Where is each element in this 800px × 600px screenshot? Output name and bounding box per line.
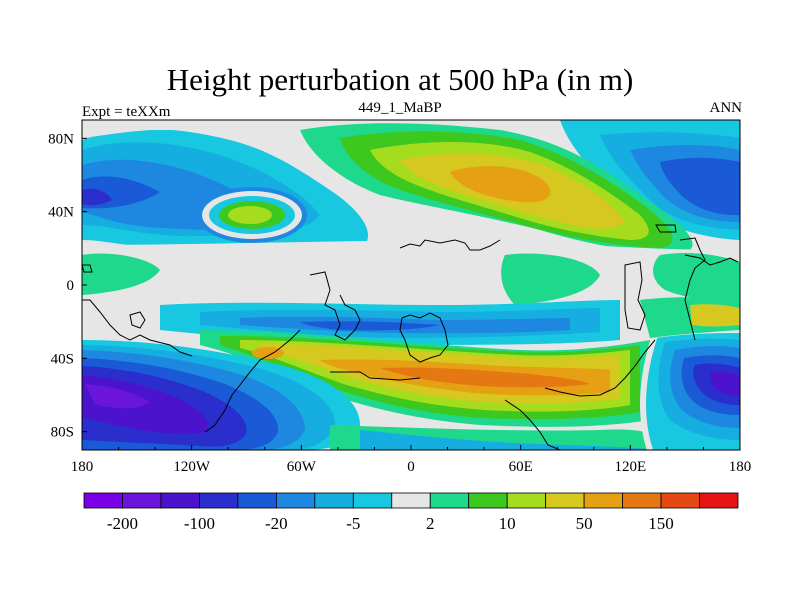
x-axis: 180 120W 60W 0 60E 120E 180 [71,445,752,475]
y-tick-label: 40N [48,205,74,221]
coast-small-1 [129,311,146,329]
colorbar-box [83,492,123,509]
colorbar-box [391,492,431,509]
colorbar-box [160,492,200,509]
coast-north-america-west [82,299,193,357]
coast-africa [399,312,449,363]
colorbar-box [583,492,623,509]
colorbar-box [468,492,508,509]
colorbar-label: 10 [499,514,516,533]
colorbar-box [660,492,700,509]
colorbar-box [122,492,162,509]
colorbar-box [429,492,470,509]
colorbar-box [352,492,393,509]
plot-title: Height perturbation at 500 hPa (in m) [166,62,634,97]
coast-indonesia [679,237,706,341]
case-label: 449_1_MaBP [358,100,442,116]
y-tick-label: 0 [67,278,75,294]
contour-field [82,120,740,450]
colorbar-label: 2 [426,514,435,533]
y-tick-label: 40S [51,351,74,367]
coast-small-2 [655,224,677,233]
y-tick-label: 80S [51,425,74,441]
colorbar-label: -200 [107,514,138,533]
colorbar-label: -100 [184,514,215,533]
coast-pacific-islands [82,264,93,273]
y-axis: 80N 40N 0 40S 80S [48,131,87,441]
x-tick-label: 120W [173,459,211,475]
x-tick-label: 0 [407,459,415,475]
coast-south-america [309,271,361,341]
colorbar-label: 150 [648,514,674,533]
x-tick-label: 60W [287,459,317,475]
colorbar: -200 -100 -20 -5 2 10 50 150 [83,492,739,533]
x-tick-label: 180 [71,459,94,475]
season-label: ANN [709,100,743,116]
coast-south-african-tip [504,399,561,450]
y-tick-label: 80N [48,131,74,147]
colorbar-box [506,492,547,509]
coast-japan [684,254,739,266]
coastlines [82,224,739,450]
colorbar-box [314,492,354,509]
coast-eurasia [399,239,501,251]
colorbar-box [237,492,277,509]
coast-australia [624,261,646,331]
colorbar-box [199,492,239,509]
colorbar-label: 50 [576,514,593,533]
colorbar-box [699,492,739,509]
coast-antarctica-east [544,339,656,397]
coast-antarctica [204,329,301,433]
x-tick-label: 60E [509,459,533,475]
coast-southern-ice [330,371,421,381]
colorbar-box [275,492,316,509]
x-tick-label: 180 [729,459,752,475]
colorbar-label: -5 [346,514,360,533]
experiment-label: Expt = teXXm [82,104,171,120]
x-tick-label: 120E [614,459,646,475]
colorbar-box [622,492,662,509]
colorbar-label: -20 [265,514,288,533]
colorbar-box [545,492,585,509]
